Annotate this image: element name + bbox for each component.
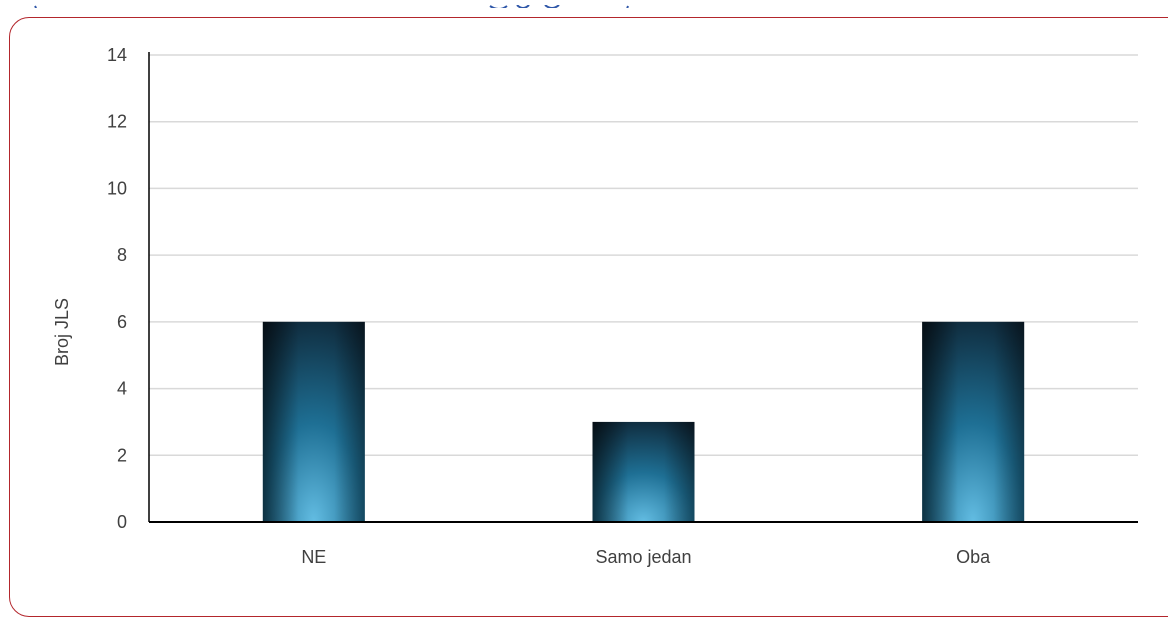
- x-tick-label-oba: Oba: [956, 547, 991, 567]
- bar-shade-samo-jedan: [592, 421, 695, 522]
- y-tick-label-10: 10: [107, 178, 127, 198]
- cut-off-caption-glyphs: [34, 4, 629, 8]
- y-axis-label: Broj JLS: [52, 298, 72, 366]
- x-tick-labels: NE Samo jedan Oba: [301, 547, 991, 567]
- cut-off-caption-strip: [0, 0, 1168, 8]
- x-tick-label-samo-jedan: Samo jedan: [595, 547, 691, 567]
- bar-chart: 0 2 4 6 8 10 12 14 NE Samo jedan Oba Broj JLS: [52, 45, 1138, 567]
- y-tick-label-2: 2: [117, 445, 127, 465]
- bar-shade-oba: [922, 321, 1025, 522]
- x-tick-label-ne: NE: [301, 547, 326, 567]
- y-tick-labels: 0 2 4 6 8 10 12 14: [107, 45, 127, 532]
- y-tick-label-6: 6: [117, 312, 127, 332]
- y-tick-label-14: 14: [107, 45, 127, 65]
- y-tick-label-12: 12: [107, 112, 127, 132]
- y-tick-label-0: 0: [117, 512, 127, 532]
- y-tick-label-8: 8: [117, 245, 127, 265]
- axes: [148, 52, 1138, 523]
- bar-shade-ne: [262, 321, 365, 522]
- y-tick-label-4: 4: [117, 379, 127, 399]
- bar-series: [262, 321, 1025, 522]
